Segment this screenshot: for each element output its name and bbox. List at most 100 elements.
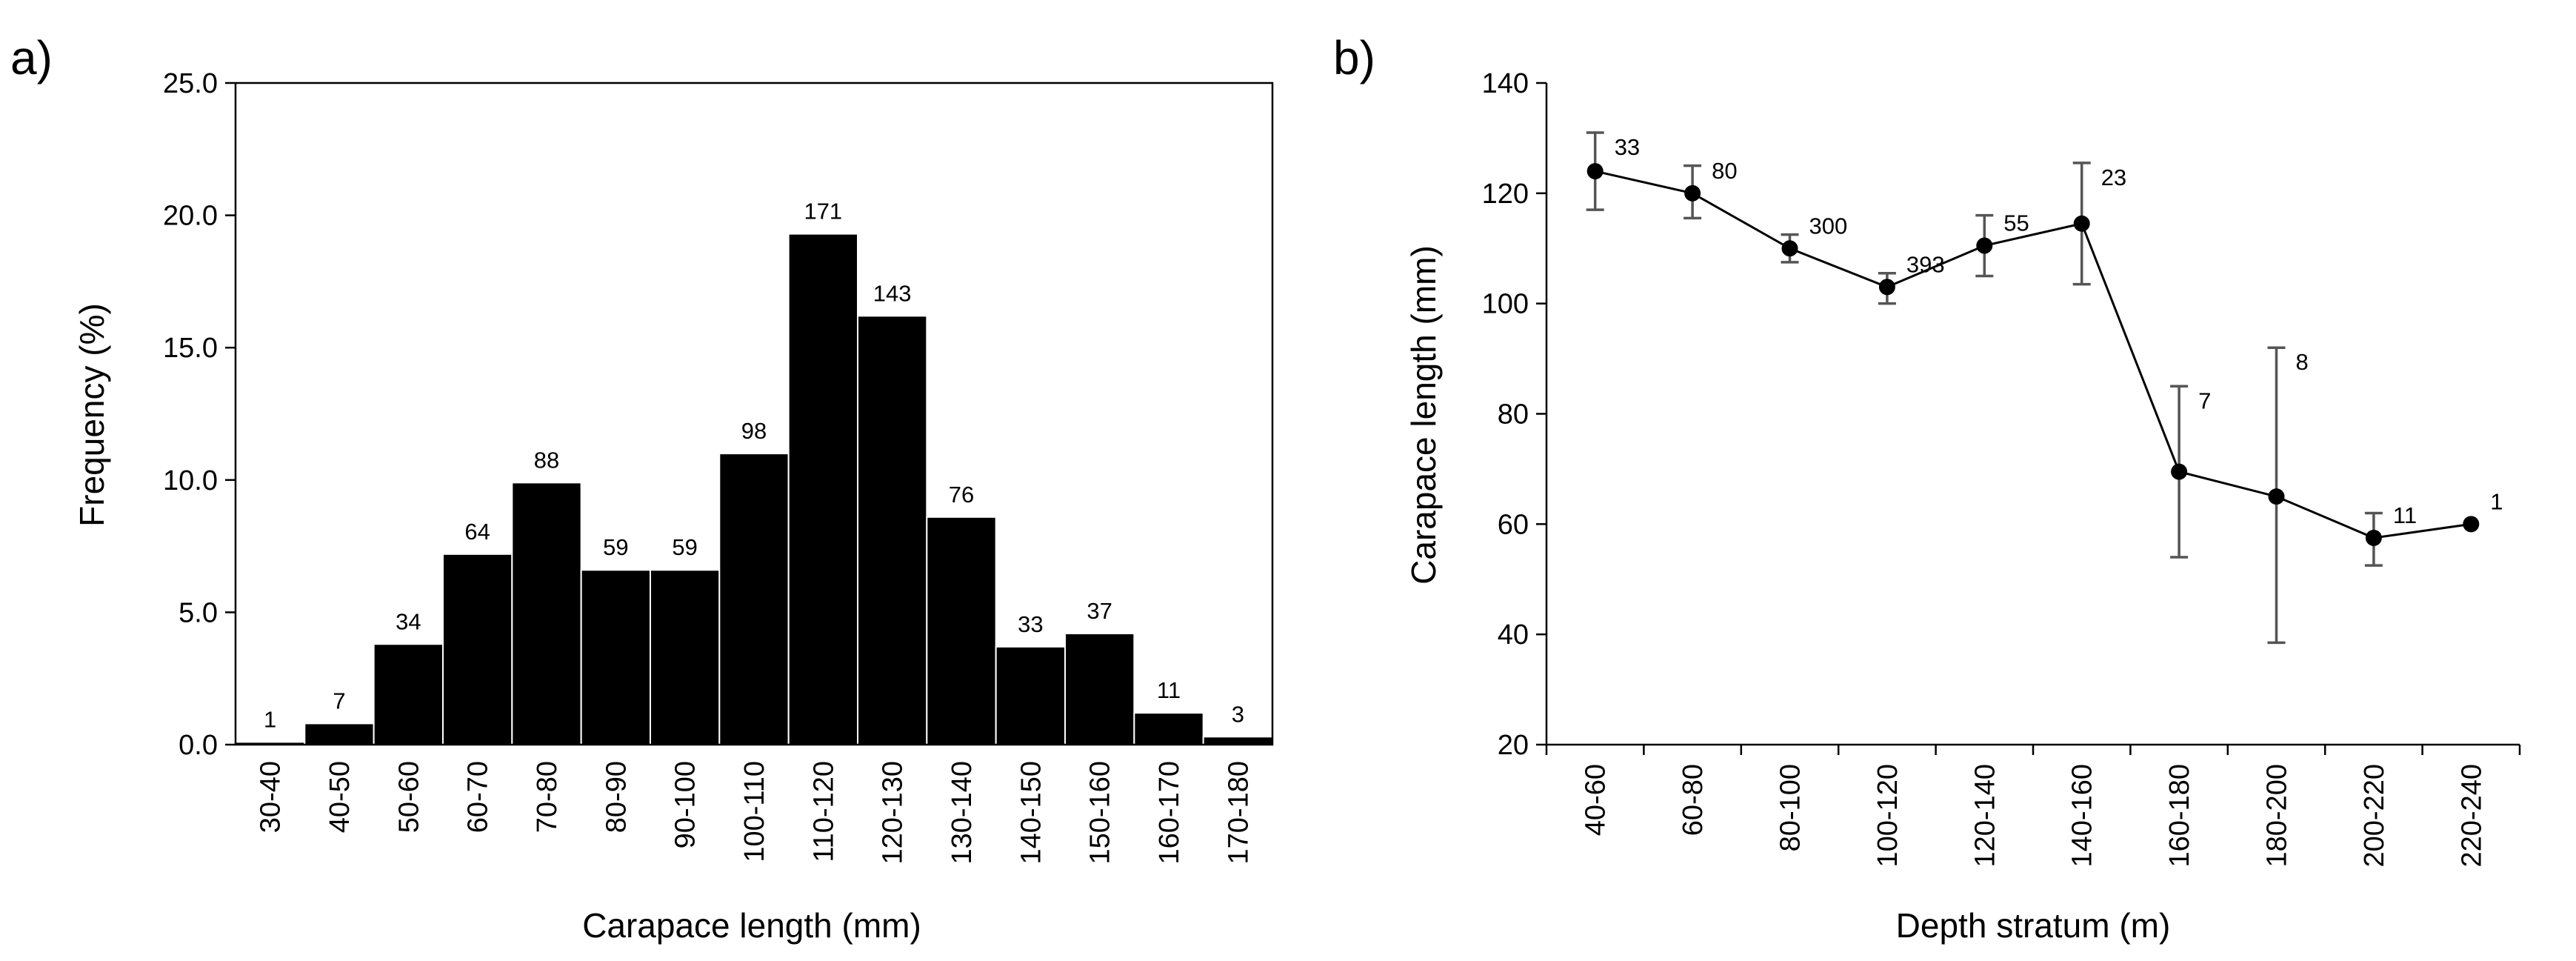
panel-b-point-180-200 [2268, 488, 2285, 505]
panel-b-data-label: 300 [1809, 213, 1848, 239]
panel-b-x-tick-label: 60-80 [1678, 764, 1709, 836]
panel-a-data-label: 143 [873, 280, 912, 306]
panel-a-data-label: 171 [804, 199, 842, 225]
panel-a-x-tick-label: 150-160 [1085, 761, 1116, 864]
panel-a-x-tick-label: 100-110 [739, 761, 770, 862]
panel-a-data-label: 59 [672, 534, 697, 560]
panel-b-y-axis-title: Carapace length (mm) [1404, 245, 1443, 585]
panel-b-x-tick-label: 120-140 [1969, 764, 2001, 867]
panel-a-bar-100-110 [718, 453, 790, 746]
panel-a-x-tick-label: 140-150 [1015, 761, 1047, 864]
panel-b-x-tick-label: 140-160 [2067, 764, 2098, 867]
panel-b-point-60-80 [1684, 184, 1701, 202]
panel-b-data-label: 11 [2393, 502, 2417, 528]
panel-a-plot-frame [234, 82, 1274, 746]
panel-a-data-label: 1 [264, 706, 276, 732]
panel-b-point-120-140 [1976, 237, 1993, 254]
panel-b-y-tick-label: 140 [1482, 68, 1529, 99]
panel-b-data-label: 23 [2101, 164, 2126, 190]
panel-b-points [1586, 163, 2480, 546]
panel-a-label: a) [10, 31, 53, 84]
panel-b-data-label: 7 [2198, 388, 2211, 413]
panel-a-x-tick-label: 160-170 [1154, 761, 1185, 864]
panel-b-x-tick-label: 160-180 [2164, 764, 2195, 867]
panel-b-data-label: 33 [1615, 134, 1640, 160]
panel-a-data-labels: 1 7 34 64 88 59 59 98 171 143 76 33 37 11 3 [264, 199, 1244, 733]
panel-b-point-220-240 [2463, 516, 2480, 533]
panel-a-bar-40-50 [304, 722, 375, 746]
panel-b-series-line [1595, 170, 2472, 539]
panel-b-data-label: 393 [1906, 251, 1945, 277]
panel-a-bar-140-150 [995, 645, 1066, 745]
panel-a-data-label: 11 [1157, 677, 1181, 703]
panel-a-bar-110-120 [787, 233, 858, 745]
panel-b-point-200-220 [2365, 529, 2382, 546]
panel-b-y-tick-label: 20 [1498, 730, 1529, 761]
panel-a-data-label: 64 [464, 519, 490, 545]
panel-a-bar-160-170 [1133, 712, 1204, 745]
panel-b-x-tick-label: 100-120 [1872, 764, 1903, 867]
panel-b-point-100-120 [1878, 279, 1895, 296]
panel-a-frequency-histogram: a) Frequency (%) Carapace length (mm) 17… [10, 31, 1274, 945]
panel-b-x-tick-label: 40-60 [1581, 764, 1612, 836]
panel-a-data-label: 76 [949, 482, 974, 508]
panel-a-y-ticks: 0.0 5.0 10.0 15.0 20.0 25.0 [163, 68, 236, 761]
panel-a-y-tick-label: 0.0 [178, 730, 218, 761]
panel-b-y-tick-label: 80 [1498, 399, 1529, 430]
panel-b-x-tick-label: 200-220 [2359, 764, 2390, 867]
panel-a-x-tick-label: 170-180 [1223, 761, 1254, 864]
panel-a-data-label: 3 [1232, 701, 1244, 727]
panel-a-bar-50-60 [373, 643, 444, 745]
panel-a-x-tick-label: 60-70 [463, 761, 494, 833]
panel-b-x-tick-label: 180-200 [2262, 764, 2293, 867]
panel-b-data-label: 80 [1712, 158, 1737, 184]
panel-a-y-tick-label: 20.0 [163, 201, 218, 232]
panel-b-x-axis-title: Depth stratum (m) [1896, 906, 2171, 945]
panel-a-x-tick-label: 50-60 [393, 761, 424, 833]
panel-a-data-label: 98 [741, 418, 767, 444]
panel-a-bar-150-160 [1064, 632, 1135, 746]
panel-b-x-ticks: 40-60 60-80 80-100 100-120 120-140 140-160 160… [1545, 745, 2521, 867]
panel-b-x-tick-label: 220-240 [2456, 764, 2487, 867]
panel-b-label: b) [1333, 31, 1375, 84]
panel-a-x-tick-label: 120-130 [878, 761, 909, 864]
panel-b-y-tick-label: 100 [1482, 289, 1529, 320]
panel-a-data-label: 59 [603, 534, 628, 560]
panel-a-x-tick-label: 40-50 [324, 761, 356, 833]
panel-b-data-label: 1 [2490, 488, 2503, 514]
panel-a-y-tick-label: 10.0 [163, 465, 218, 496]
panel-a-data-label: 7 [333, 688, 345, 714]
panel-b-point-40-60 [1586, 163, 1604, 180]
panel-b-data-label: 8 [2296, 349, 2309, 375]
panel-b-mean-length-line [1595, 170, 2472, 539]
panel-a-x-axis-title: Carapace length (mm) [582, 906, 921, 945]
panel-b-point-160-180 [2171, 463, 2188, 480]
panel-a-x-tick-label: 70-80 [532, 761, 563, 833]
panel-a-bar-90-100 [650, 569, 721, 745]
panel-b-length-by-depth: b) Carapace length (mm) Depth stratum (m… [1333, 31, 2521, 945]
panel-a-data-label: 88 [534, 447, 559, 473]
panel-a-axes [234, 82, 1274, 746]
panel-a-y-tick-label: 25.0 [163, 68, 218, 99]
panel-a-x-tick-label: 130-140 [947, 761, 978, 864]
panel-b-error-bars [1586, 131, 2383, 645]
panel-a-bar-120-130 [857, 315, 928, 745]
panel-a-bar-70-80 [511, 482, 582, 745]
panel-a-x-tick-label: 90-100 [670, 761, 701, 848]
panel-b-y-ticks: 20 40 60 80 100 120 140 [1482, 68, 1546, 761]
panel-b-point-140-160 [2073, 215, 2090, 232]
panel-a-x-tick-label: 30-40 [256, 761, 287, 833]
panel-a-x-tick-label: 80-90 [601, 761, 632, 833]
panel-b-y-tick-label: 120 [1482, 179, 1529, 210]
panel-b-data-label: 55 [2003, 210, 2029, 236]
panel-a-bar-60-70 [442, 553, 513, 745]
panel-a-data-label: 33 [1018, 611, 1043, 637]
panel-a-data-label: 34 [396, 608, 421, 634]
panel-b-y-tick-label: 60 [1498, 509, 1529, 540]
panel-b-x-tick-label: 80-100 [1775, 764, 1806, 851]
panel-a-y-tick-label: 15.0 [163, 333, 218, 364]
panel-b-point-80-100 [1781, 240, 1798, 257]
